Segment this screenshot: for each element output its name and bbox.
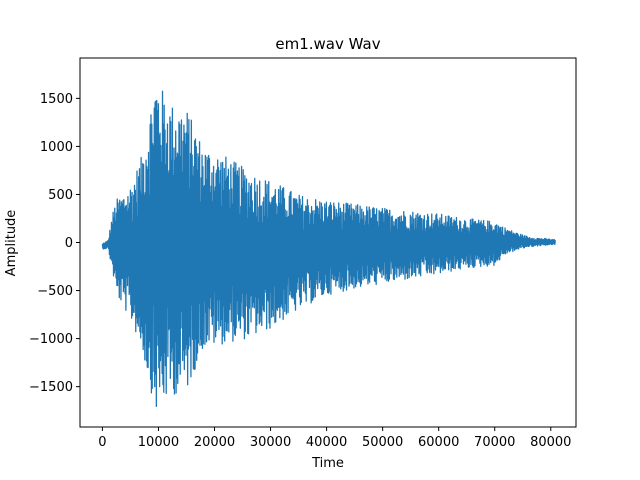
x-tick-label: 10000: [138, 435, 179, 450]
x-tick-label: 60000: [418, 435, 459, 450]
x-tick-label: 20000: [194, 435, 235, 450]
y-tick-label: −500: [37, 284, 73, 299]
x-tick-label: 40000: [306, 435, 347, 450]
y-axis-title: Amplitude: [4, 210, 19, 277]
x-tick-label: 70000: [474, 435, 515, 450]
plot-content: [101, 90, 556, 408]
y-tick-label: 1500: [40, 92, 73, 107]
x-axis-title: Time: [311, 456, 344, 471]
y-tick-label: 500: [48, 188, 73, 203]
x-axis-ticks: 0 10000 20000 30000 40000 50000 60000 70000 8000…: [98, 427, 571, 450]
x-tick-label: 30000: [250, 435, 291, 450]
y-tick-label: −1500: [29, 380, 73, 395]
y-tick-label: 1000: [40, 140, 73, 155]
waveform-series-line: [101, 90, 556, 408]
y-tick-label: 0: [65, 236, 73, 251]
chart-title: em1.wav Wav: [275, 35, 380, 53]
x-tick-label: 0: [98, 435, 106, 450]
x-tick-label: 80000: [530, 435, 571, 450]
y-axis-ticks: −1500 −1000 −500 0 500 1000 1500: [29, 92, 80, 395]
y-tick-label: −1000: [29, 332, 73, 347]
x-tick-label: 50000: [362, 435, 403, 450]
